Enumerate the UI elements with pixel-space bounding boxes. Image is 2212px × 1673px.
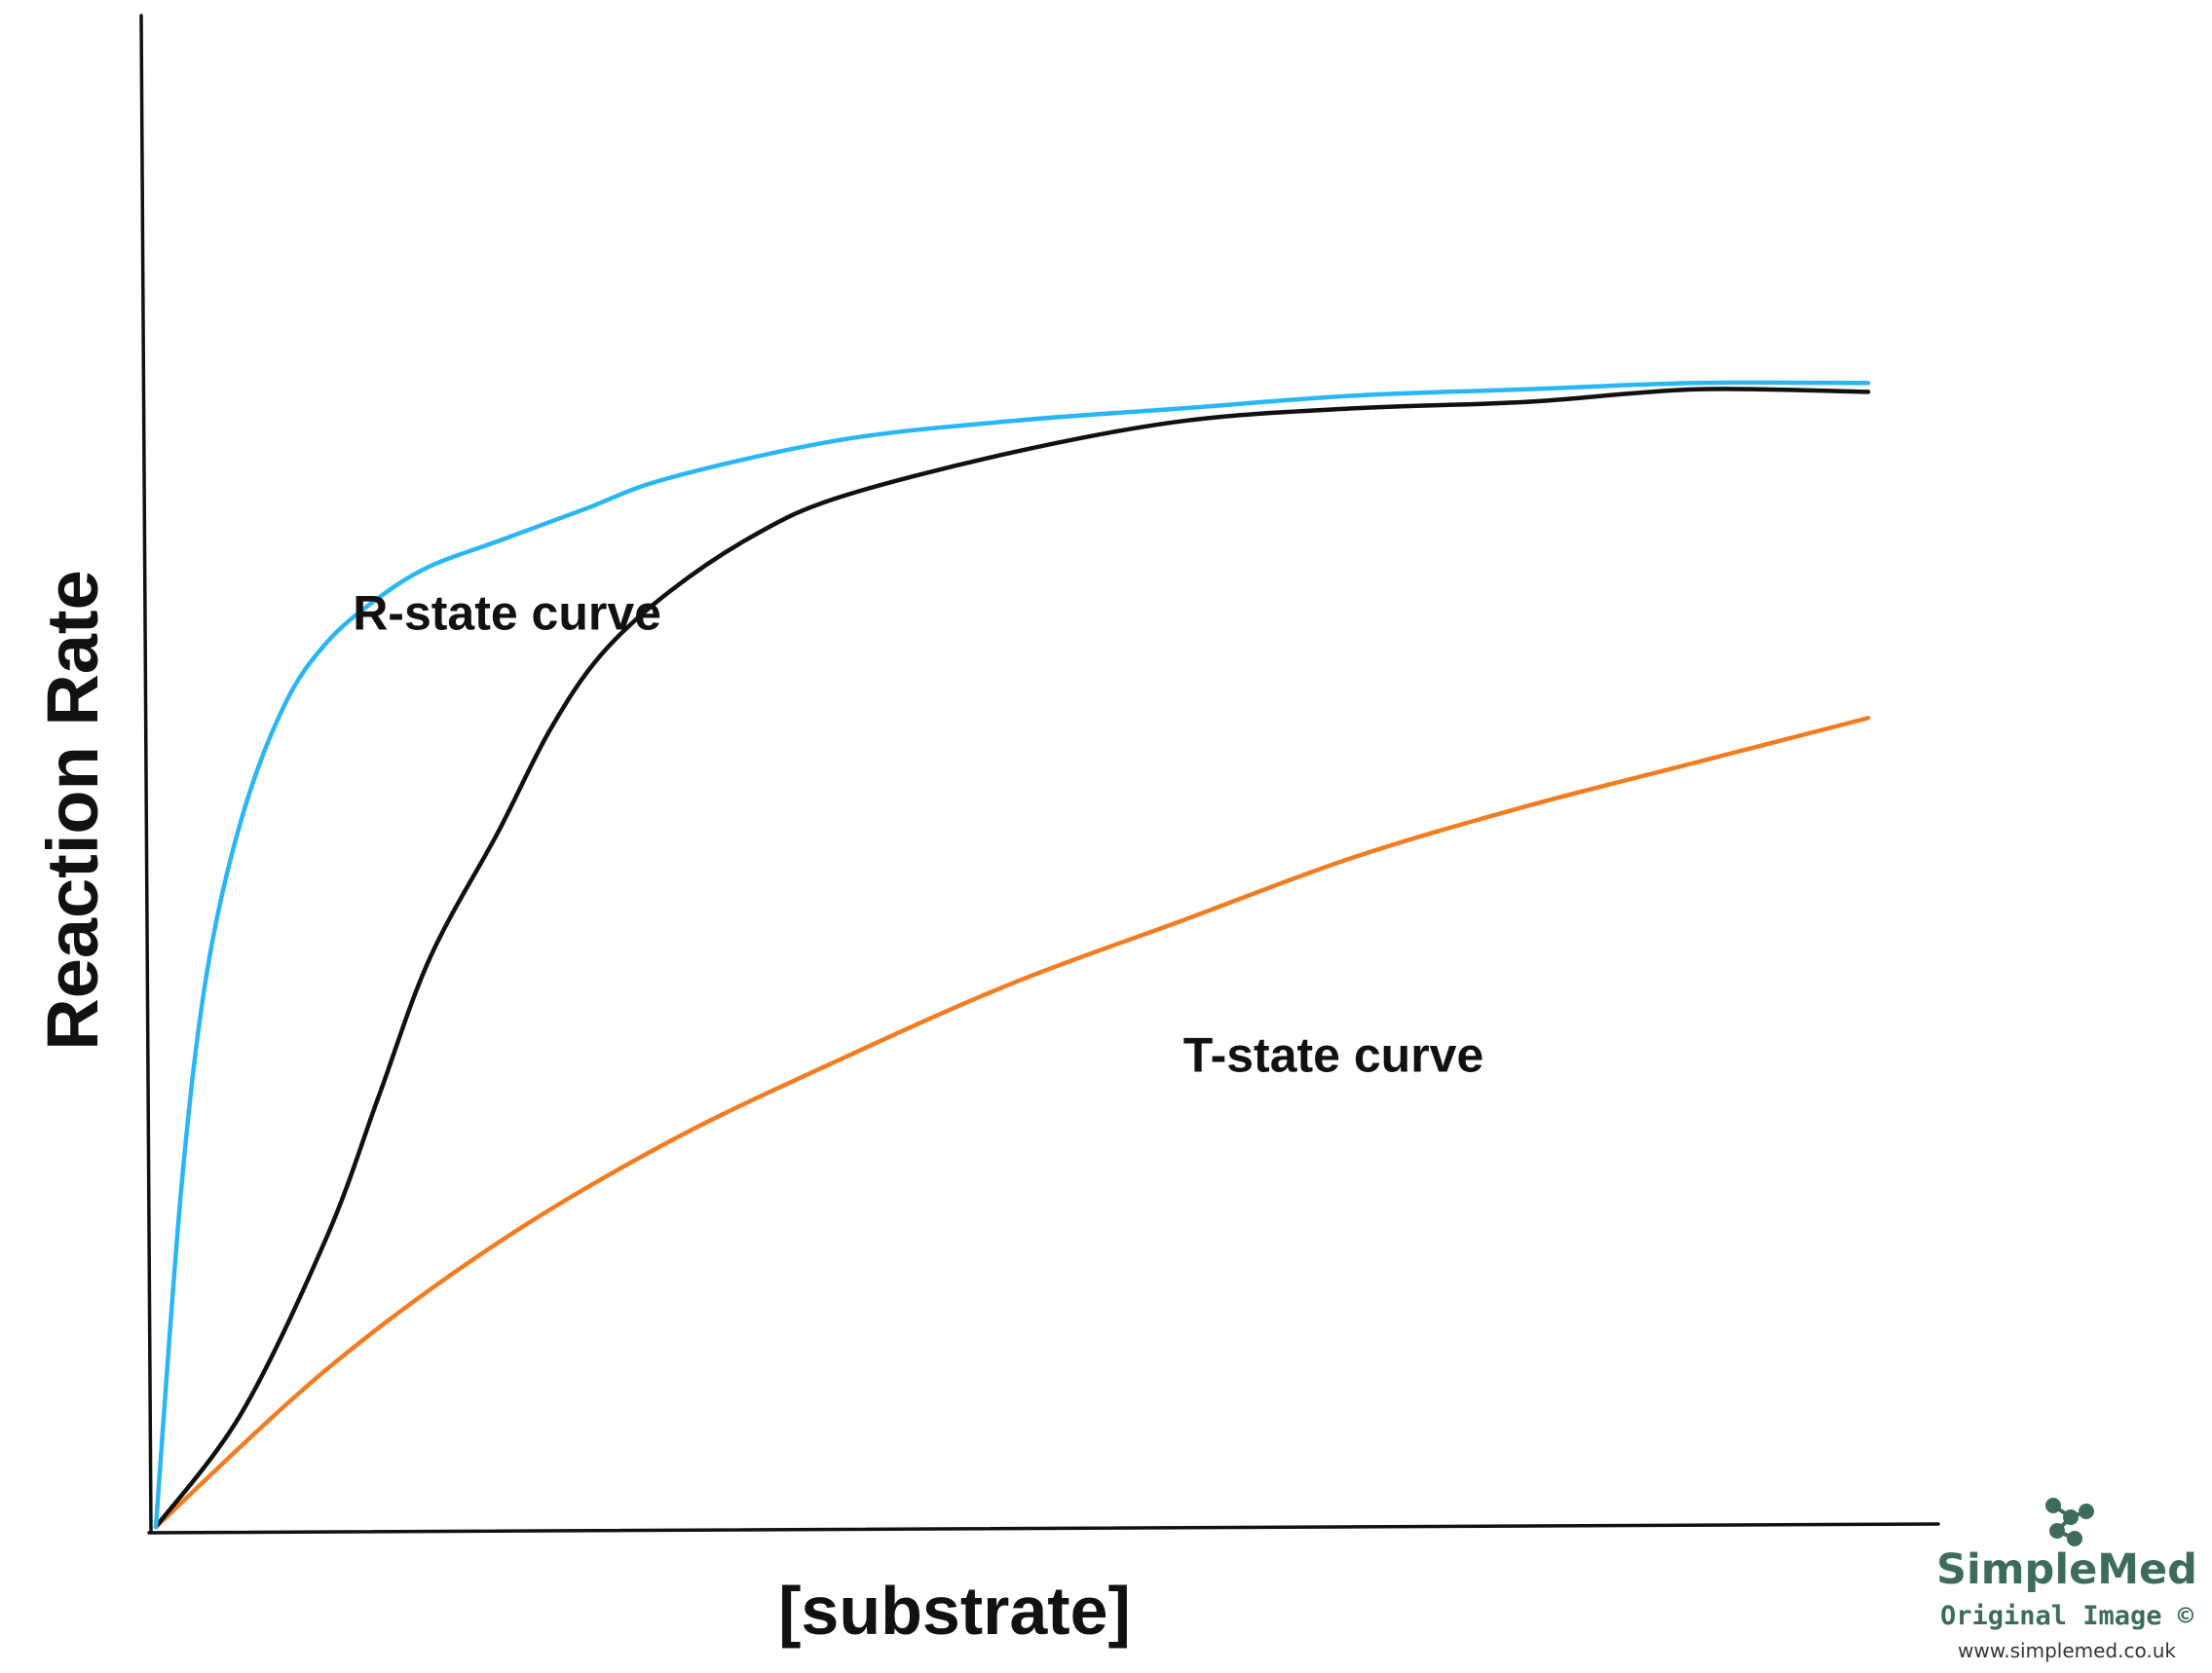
x-axis-title: [substrate]	[778, 1573, 1131, 1649]
t-state-curve-label: T-state curve	[1183, 1028, 1483, 1083]
curve-r-state	[153, 380, 1871, 1530]
curve-sigmoid	[153, 387, 1871, 1530]
watermark-url: www.simplemed.co.uk	[1958, 1639, 2176, 1662]
x-axis	[147, 1522, 1940, 1535]
y-axis	[139, 14, 153, 1535]
molecule-icon	[2045, 1498, 2094, 1546]
y-axis-title: Reaction Rate	[32, 570, 113, 1050]
curves-group	[153, 380, 1871, 1530]
watermark: SimpleMed Original Image © www.simplemed…	[1936, 1498, 2197, 1662]
watermark-subtitle: Original Image ©	[1940, 1601, 2194, 1631]
watermark-brand: SimpleMed	[1936, 1545, 2197, 1594]
r-state-curve-label: R-state curve	[353, 585, 661, 640]
curve-t-state	[153, 716, 1871, 1530]
